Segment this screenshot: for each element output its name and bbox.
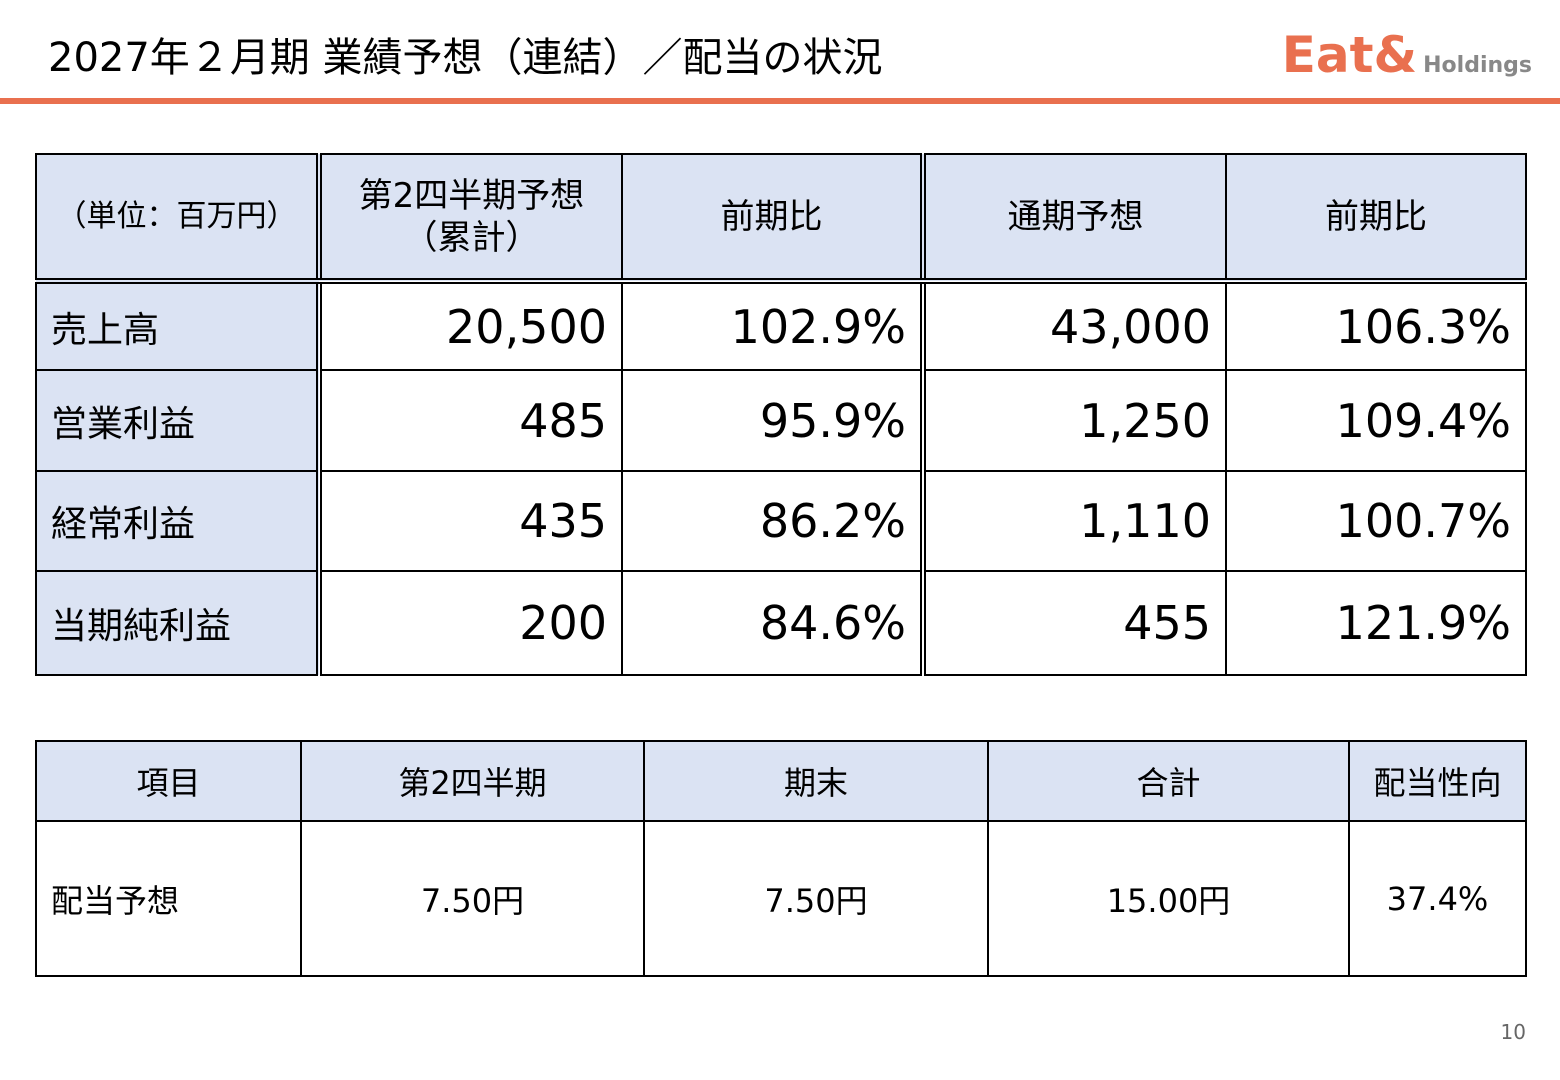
row-label: 経常利益 xyxy=(35,470,320,572)
cell: 84.6% xyxy=(621,570,924,676)
table-row: 当期純利益 200 84.6% 455 121.9% xyxy=(35,570,1527,676)
header-row: 項目 第2四半期 期末 合計 配当性向 xyxy=(35,740,1527,822)
header-cell: 通期予想 xyxy=(920,153,1227,284)
table-row: 経常利益 435 86.2% 1,110 100.7% xyxy=(35,470,1527,572)
header-cell: 項目 xyxy=(35,740,302,822)
cell: 435 xyxy=(316,470,623,572)
cell: 7.50円 xyxy=(643,820,989,977)
cell: 106.3% xyxy=(1225,280,1527,371)
cell: 1,250 xyxy=(920,369,1227,472)
header-cell: 前期比 xyxy=(621,153,924,284)
cell: 100.7% xyxy=(1225,470,1527,572)
cell: 1,110 xyxy=(920,470,1227,572)
cell: 95.9% xyxy=(621,369,924,472)
logo: Eat& Holdings xyxy=(1282,26,1532,84)
page-number: 10 xyxy=(1500,1020,1526,1044)
forecast-table: （単位：百万円） 第2四半期予想 （累計） 前期比 通期予想 前期比 売上高 20,500 1… xyxy=(35,153,1527,676)
logo-sub: Holdings xyxy=(1423,53,1532,78)
header-rule xyxy=(0,98,1560,104)
header-cell: 第2四半期予想 （累計） xyxy=(316,153,623,284)
cell: 485 xyxy=(316,369,623,472)
cell: 15.00円 xyxy=(987,820,1350,977)
cell: 455 xyxy=(920,570,1227,676)
cell: 86.2% xyxy=(621,470,924,572)
header-cell: 配当性向 xyxy=(1348,740,1527,822)
row-label: 売上高 xyxy=(35,280,320,371)
cell: 37.4% xyxy=(1348,820,1527,977)
row-label: 営業利益 xyxy=(35,369,320,472)
cell: 102.9% xyxy=(621,280,924,371)
cell: 121.9% xyxy=(1225,570,1527,676)
cell: 109.4% xyxy=(1225,369,1527,472)
page-title: 2027年２月期 業績予想（連結）／配当の状況 xyxy=(48,35,883,81)
header-cell: 第2四半期 xyxy=(300,740,645,822)
row-label: 配当予想 xyxy=(35,820,302,977)
header-cell: 前期比 xyxy=(1225,153,1527,284)
logo-main: Eat& xyxy=(1281,26,1418,84)
header-cell: （単位：百万円） xyxy=(35,153,320,284)
table-row: 配当予想 7.50円 7.50円 15.00円 37.4% xyxy=(35,820,1527,977)
cell: 20,500 xyxy=(316,280,623,371)
dividend-table: 項目 第2四半期 期末 合計 配当性向 配当予想 7.50円 7.50円 15.00円 37.4% xyxy=(35,740,1527,977)
header-cell: 期末 xyxy=(643,740,989,822)
cell: 43,000 xyxy=(920,280,1227,371)
header-cell: 合計 xyxy=(987,740,1350,822)
row-label: 当期純利益 xyxy=(35,570,320,676)
table-row: 営業利益 485 95.9% 1,250 109.4% xyxy=(35,369,1527,472)
cell: 7.50円 xyxy=(300,820,645,977)
table-row: 売上高 20,500 102.9% 43,000 106.3% xyxy=(35,280,1527,371)
header-row: （単位：百万円） 第2四半期予想 （累計） 前期比 通期予想 前期比 xyxy=(35,153,1527,284)
cell: 200 xyxy=(316,570,623,676)
